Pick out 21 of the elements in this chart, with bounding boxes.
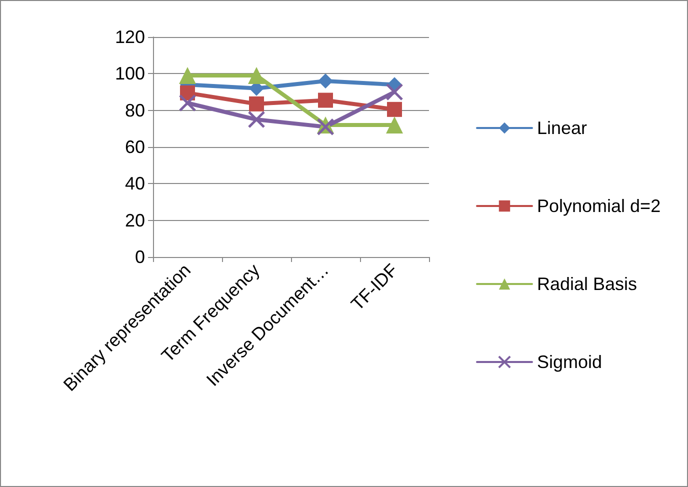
point — [318, 74, 333, 88]
legend-label: Linear — [537, 118, 588, 138]
y-tick-label: 60 — [124, 137, 145, 157]
point — [249, 96, 264, 112]
y-tick-label: 20 — [124, 210, 145, 230]
point — [318, 92, 333, 108]
legend-label: Polynomial d=2 — [537, 196, 661, 216]
point — [386, 116, 403, 134]
point — [386, 83, 404, 101]
legend-label: Sigmoid — [537, 352, 602, 372]
point — [387, 102, 402, 117]
y-tick-label: 40 — [124, 174, 145, 194]
point — [248, 67, 265, 84]
point — [179, 67, 196, 84]
y-tick-label: 100 — [114, 64, 145, 84]
point — [248, 110, 266, 128]
y-tick-label: 80 — [124, 100, 145, 120]
legend-label: Radial Basis — [537, 274, 638, 294]
y-tick-label: 120 — [114, 27, 145, 47]
y-tick-label: 0 — [134, 247, 145, 267]
point — [178, 94, 196, 112]
